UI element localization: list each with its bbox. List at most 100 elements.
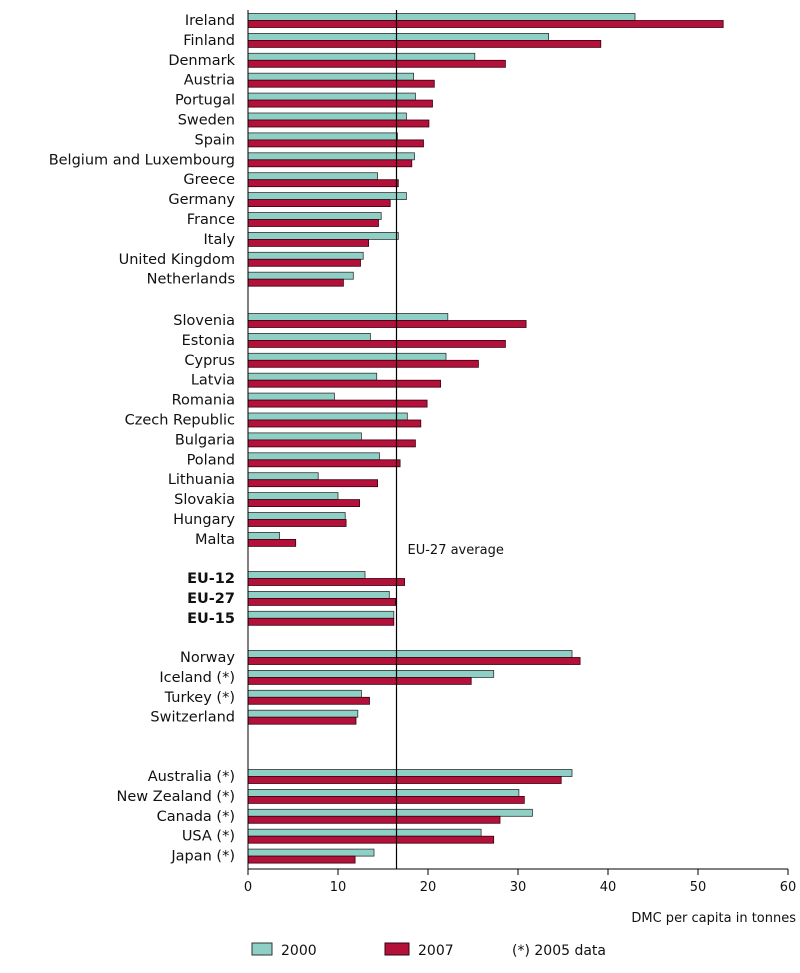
x-tick-label-30: 30: [510, 880, 527, 895]
bar-2007-finland: [247, 40, 602, 48]
category-label-slovakia: Slovakia: [174, 492, 235, 508]
bar-2000-latvia: [247, 372, 378, 381]
bar-2000-eu-12: [247, 571, 366, 579]
bar-2007-romania: [247, 399, 428, 408]
bar-2000-new-zealand: [247, 789, 520, 797]
x-tick-label-0: 0: [244, 880, 252, 895]
bar-2007-japan: [247, 855, 356, 864]
category-label-eu-27: EU-27: [187, 591, 235, 607]
category-label-italy: Italy: [204, 232, 236, 248]
x-tick-label-40: 40: [600, 880, 617, 895]
bar-2000-ireland: [247, 13, 636, 21]
category-label-slovenia: Slovenia: [173, 313, 235, 329]
x-tick-label-50: 50: [690, 880, 707, 895]
bar-2007-sweden: [247, 119, 430, 128]
bar-2000-norway: [247, 650, 573, 658]
category-label-norway: Norway: [180, 650, 235, 666]
bar-2007-lithuania: [247, 479, 379, 488]
bar-2007-eu-27: [247, 598, 397, 606]
bar-2007-usa: [247, 835, 495, 844]
category-label-cyprus: Cyprus: [184, 353, 235, 369]
bar-2000-lithuania: [247, 472, 319, 481]
x-tick-label-10: 10: [330, 880, 347, 895]
category-label-latvia: Latvia: [191, 373, 235, 389]
category-label-eu-15: EU-15: [187, 611, 235, 627]
bar-2000-netherlands: [247, 271, 354, 280]
bar-2000-belgium-and-luxembourg: [247, 152, 415, 161]
bar-2000-cyprus: [247, 352, 447, 361]
bar-2000-slovenia: [247, 313, 449, 321]
bar-2000-eu-27: [247, 591, 390, 599]
bar-2000-estonia: [247, 332, 371, 341]
legend-swatch-2007: [384, 942, 410, 956]
category-label-estonia: Estonia: [182, 333, 235, 349]
bar-2007-austria: [247, 79, 435, 88]
bar-2007-new-zealand: [247, 796, 525, 804]
category-label-malta: Malta: [195, 532, 235, 548]
bar-2007-denmark: [247, 59, 506, 68]
bar-2000-hungary: [247, 512, 346, 520]
category-label-poland: Poland: [187, 452, 235, 468]
bar-2007-poland: [247, 459, 401, 468]
bar-2007-turkey: [247, 696, 370, 705]
bar-2000-malta: [247, 532, 280, 540]
bar-2000-germany: [247, 192, 407, 201]
legend-note: (*) 2005 data: [512, 943, 606, 959]
bar-2000-iceland: [247, 670, 495, 678]
legend-label-2007: 2007: [418, 943, 454, 959]
category-label-canada: Canada (*): [157, 809, 235, 825]
category-label-czech-republic: Czech Republic: [125, 413, 235, 429]
bar-2007-greece: [247, 179, 399, 188]
bar-2007-canada: [247, 815, 501, 824]
category-label-belgium-and-luxembourg: Belgium and Luxembourg: [49, 152, 235, 168]
category-label-portugal: Portugal: [175, 93, 235, 109]
category-label-lithuania: Lithuania: [168, 472, 235, 488]
bar-2007-france: [247, 219, 379, 227]
bar-2007-italy: [247, 238, 369, 247]
bar-2000-australia: [247, 769, 573, 777]
category-label-denmark: Denmark: [168, 53, 235, 69]
bar-2000-japan: [247, 848, 375, 857]
bar-2000-usa: [247, 828, 482, 837]
category-label-iceland: Iceland (*): [159, 670, 235, 686]
category-label-new-zealand: New Zealand (*): [117, 789, 235, 805]
bar-2000-turkey: [247, 689, 362, 698]
bar-2007-ireland: [247, 20, 724, 28]
category-label-austria: Austria: [184, 73, 235, 89]
bar-2007-bulgaria: [247, 439, 416, 448]
category-label-germany: Germany: [168, 192, 235, 208]
category-label-france: France: [187, 212, 235, 228]
bar-2007-hungary: [247, 519, 347, 527]
bar-2007-germany: [247, 199, 391, 208]
bar-2000-france: [247, 212, 382, 220]
bar-2007-netherlands: [247, 278, 344, 287]
bar-2000-slovakia: [247, 492, 339, 501]
category-label-eu-12: EU-12: [187, 571, 235, 587]
category-label-hungary: Hungary: [173, 512, 235, 528]
x-axis-title: DMC per capita in tonnes: [631, 911, 796, 926]
bar-2007-switzerland: [247, 716, 357, 725]
bar-2000-portugal: [247, 92, 416, 101]
category-label-usa: USA (*): [182, 829, 235, 845]
bar-2007-spain: [247, 139, 424, 148]
category-label-bulgaria: Bulgaria: [175, 432, 235, 448]
bar-2007-united-kingdom: [247, 258, 361, 267]
category-label-ireland: Ireland: [185, 13, 235, 29]
bar-2000-sweden: [247, 112, 407, 121]
bar-2000-bulgaria: [247, 432, 362, 441]
eu27-average-label: EU-27 average: [408, 543, 504, 558]
bar-2000-greece: [247, 172, 379, 181]
bar-2007-estonia: [247, 339, 506, 348]
bar-2007-iceland: [247, 677, 472, 685]
category-label-greece: Greece: [183, 172, 235, 188]
bar-2007-slovenia: [247, 320, 527, 328]
bar-2000-denmark: [247, 52, 476, 61]
bar-2000-romania: [247, 392, 335, 401]
bar-2007-cyprus: [247, 359, 479, 368]
bar-2007-czech-republic: [247, 419, 422, 428]
bar-2007-australia: [247, 776, 562, 784]
bar-2000-eu-15: [247, 610, 395, 619]
category-label-switzerland: Switzerland: [150, 710, 235, 726]
bar-2007-eu-15: [247, 617, 395, 626]
